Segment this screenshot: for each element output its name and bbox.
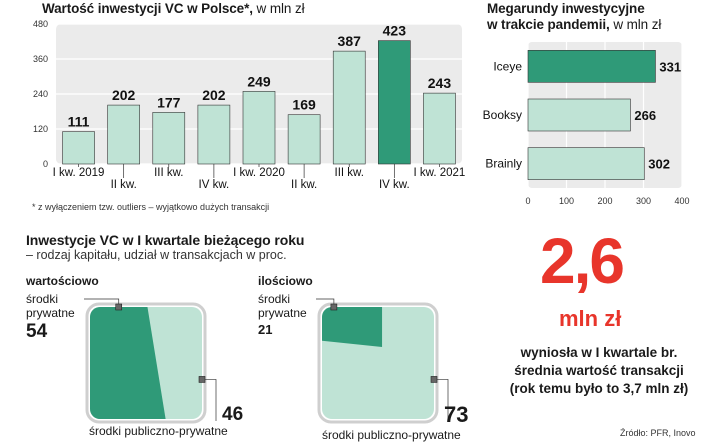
right-chart-title: Megarundy inwestycyjne w trakcie pandemi… <box>487 1 661 33</box>
hbar-value-label-1: 266 <box>634 108 656 123</box>
bar-value-label-4: 249 <box>247 73 271 89</box>
pie-left-private-value: 54 <box>26 321 48 342</box>
bar-3 <box>197 104 231 165</box>
stat-desc-line1: wyniosła w I kwartale br. <box>520 345 678 360</box>
x-tick-label-2: III kw. <box>154 167 183 179</box>
pie-left-public-value: 46 <box>222 404 244 425</box>
hbar-2 <box>527 147 645 180</box>
bar-value-label-7: 423 <box>383 23 407 39</box>
pie-left-heading: wartościowo <box>26 274 99 288</box>
vc-value-bar-chart: 0 120 240 360 480 111 I kw. 2019 202 II kw. 177 II… <box>33 19 466 191</box>
right-chart-title-line1: Megarundy inwestycyjne <box>487 1 645 16</box>
x-tick-label-0: I kw. 2019 <box>53 167 105 179</box>
bar-5 <box>287 114 321 165</box>
bar-4 <box>242 91 276 165</box>
pie-right-count-share <box>316 298 449 424</box>
x-tick-label-7: IV kw. <box>379 179 410 191</box>
bar-value-label-1: 202 <box>112 87 136 103</box>
left-chart-unit: w mln zł <box>256 1 305 16</box>
pie-left-value-share <box>84 298 217 424</box>
pie-left-private-label: środki prywatne <box>26 292 75 320</box>
x-tick-label-4: 400 <box>674 196 689 206</box>
pie-left-public-label: środki publiczno-prywatne <box>89 424 228 438</box>
y-tick-label-1: 120 <box>33 124 48 134</box>
hbar-1 <box>527 98 631 132</box>
pie-private-marker <box>115 303 123 311</box>
hbar-category-label-1: Booksy <box>483 108 522 122</box>
left-chart-footnote: * z wyłączeniem tzw. outliers – wyjątkow… <box>32 202 270 212</box>
bar-6 <box>332 50 366 165</box>
pie-right-public-value: 73 <box>444 402 469 427</box>
bar-8 <box>423 92 456 165</box>
pie-public-leader <box>205 379 217 421</box>
x-tick-label-2: 200 <box>597 196 612 206</box>
pie-right-public-label: środki publiczno-prywatne <box>322 428 461 442</box>
pie-left-private-label-line1: środki <box>26 292 59 306</box>
y-tick-label-2: 240 <box>33 89 48 99</box>
x-tick-label-1: 100 <box>559 196 574 206</box>
bar-7 <box>378 40 411 165</box>
bar-value-label-5: 169 <box>292 97 316 113</box>
x-tick-label-3: 300 <box>636 196 651 206</box>
x-tick-label-8: I kw. 2021 <box>414 167 466 179</box>
x-tick-label-5: II kw. <box>291 179 317 191</box>
x-tick-label-4: I kw. 2020 <box>233 167 285 179</box>
left-chart-title-text: Wartość inwestycji VC w Polsce*, <box>42 1 253 16</box>
bar-1 <box>107 104 140 165</box>
pie-right-private-label-line1: środki <box>258 292 291 306</box>
bar-value-label-8: 243 <box>428 75 452 91</box>
bar-value-label-6: 387 <box>338 33 362 49</box>
pie-left-private-label-line2: prywatne <box>26 306 75 320</box>
pie-right-private-label-line2: prywatne <box>258 306 307 320</box>
pie-right-private-value: 21 <box>258 322 273 337</box>
pie-slice-private <box>90 307 166 419</box>
pie-section-title: Inwestycje VC w I kwartale bieżącego rok… <box>26 232 305 248</box>
left-chart-title: Wartość inwestycji VC w Polsce*, w mln z… <box>42 1 305 16</box>
pie-private-leader <box>84 298 120 304</box>
right-chart-title-line2: w trakcie pandemii, <box>487 17 610 32</box>
x-tick-label-1: II kw. <box>111 179 137 191</box>
y-tick-label-4: 480 <box>33 19 48 29</box>
hbar-category-label-2: Brainly <box>485 157 522 171</box>
pie-right-heading: ilościowo <box>258 274 313 288</box>
pie-public-marker <box>198 376 206 383</box>
megarounds-bar-chart: 0 100 200 300 400 Iceye 331 Booksy 266 Brainly 302 <box>483 42 690 206</box>
avg-transaction-unit: mln zł <box>559 306 622 331</box>
bar-2 <box>152 112 186 165</box>
avg-transaction-description: wyniosła w I kwartale br. średnia wartoś… <box>490 344 708 398</box>
x-tick-label-0: 0 <box>525 196 530 206</box>
stat-desc-line3: (rok temu było to 3,7 mln zł) <box>509 381 689 396</box>
hbar-category-label-0: Iceye <box>493 59 522 73</box>
source-note: Źródło: PFR, Inovo <box>620 428 696 438</box>
bar-value-label-2: 177 <box>157 94 181 110</box>
bar-value-label-0: 111 <box>68 114 90 130</box>
pie-slice-private <box>322 307 383 348</box>
pie-frame <box>317 302 439 424</box>
pie-public-marker <box>430 376 438 383</box>
pie-section-subtitle: – rodzaj kapitału, udział w transakcjach… <box>26 248 287 262</box>
right-chart-unit: w mln zł <box>613 17 662 32</box>
hbar-value-label-0: 331 <box>659 59 681 74</box>
hbar-0 <box>527 50 656 83</box>
hbar-value-label-2: 302 <box>648 157 670 172</box>
y-tick-label-0: 0 <box>43 159 48 169</box>
x-tick-label-3: IV kw. <box>199 179 230 191</box>
avg-transaction-value: 2,6 <box>540 225 625 297</box>
bar-value-label-3: 202 <box>202 87 226 103</box>
pie-private-marker <box>330 303 338 311</box>
pie-public-leader <box>437 379 449 421</box>
y-tick-label-3: 360 <box>33 54 48 64</box>
pie-frame <box>85 302 207 424</box>
x-tick-label-6: III kw. <box>335 167 364 179</box>
bar-0 <box>62 131 95 165</box>
stat-desc-line2: średnia wartość transakcji <box>514 363 684 378</box>
pie-private-leader <box>316 298 335 304</box>
pie-right-private-label: środki prywatne <box>258 292 307 320</box>
